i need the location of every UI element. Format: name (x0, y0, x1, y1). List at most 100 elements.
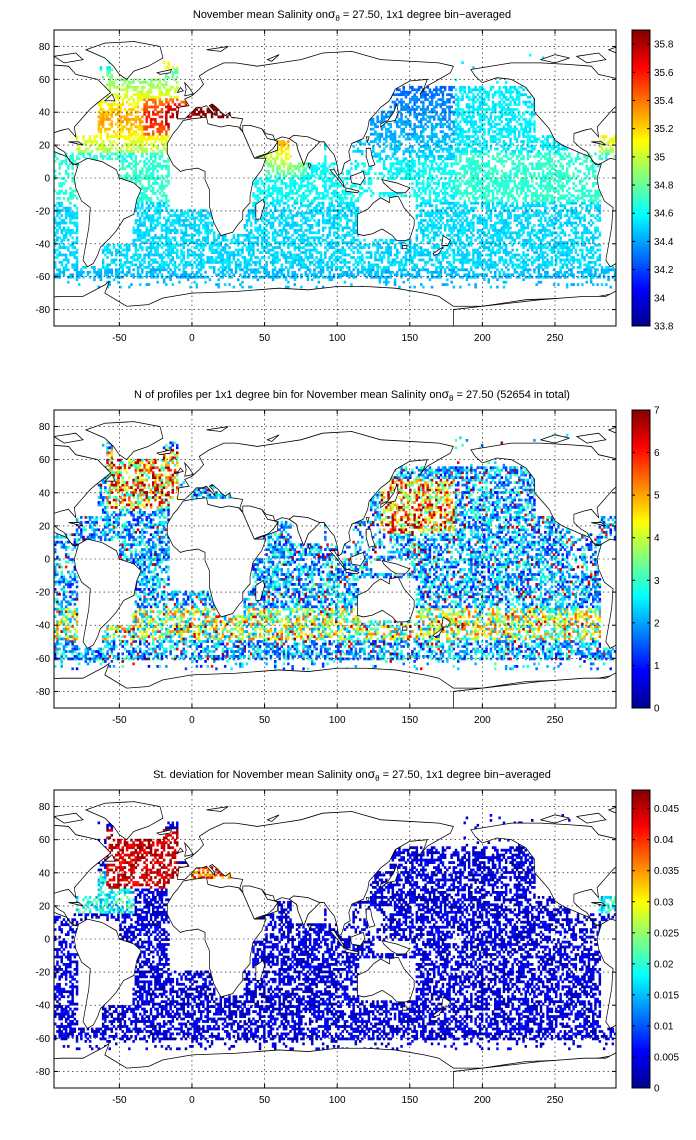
data-cell (380, 261, 384, 264)
data-cell (417, 194, 421, 198)
data-cell (511, 238, 514, 242)
data-cell (509, 258, 512, 262)
data-cell (491, 233, 495, 237)
data-cell (476, 221, 480, 225)
data-cell (489, 219, 493, 222)
data-cell (382, 256, 386, 259)
data-cell (184, 229, 188, 232)
data-cell (317, 219, 321, 222)
data-cell (60, 219, 63, 222)
data-cell (598, 253, 602, 257)
data-cell (483, 231, 486, 235)
data-cell (491, 172, 495, 175)
data-cell (589, 251, 593, 254)
data-cell (156, 211, 159, 215)
data-cell (139, 192, 142, 195)
data-cell (173, 246, 177, 249)
data-cell (589, 280, 593, 284)
data-cell (280, 192, 283, 195)
data-cell (448, 273, 451, 277)
data-cell (548, 241, 551, 245)
data-cell (478, 179, 482, 183)
data-cell (533, 194, 536, 198)
data-cell (485, 194, 488, 198)
data-cell (210, 221, 214, 225)
data-cell (450, 174, 453, 178)
data-cell (498, 184, 501, 188)
data-cell (507, 251, 510, 254)
data-cell (250, 236, 253, 240)
data-cell (332, 241, 336, 245)
data-cell (335, 189, 338, 193)
data-cell (596, 283, 599, 286)
data-cell (165, 226, 168, 230)
data-cell (550, 263, 554, 267)
data-cell (208, 214, 212, 217)
data-cell (391, 241, 395, 245)
data-cell (326, 209, 329, 212)
data-cell (304, 229, 307, 232)
data-cell (524, 184, 527, 188)
data-cell (435, 270, 438, 274)
data-cell (171, 236, 175, 240)
data-cell (317, 275, 321, 279)
data-cell (485, 177, 488, 180)
data-cell (572, 172, 575, 175)
data-cell (526, 226, 530, 230)
data-cell (428, 189, 432, 193)
data-cell (598, 256, 602, 259)
data-cell (178, 243, 181, 247)
data-cell (167, 275, 170, 279)
data-cell (282, 256, 286, 259)
data-cell (69, 209, 72, 212)
data-cell (260, 266, 264, 269)
data-cell (182, 243, 185, 247)
data-cell (180, 238, 183, 242)
data-cell (62, 243, 66, 247)
data-cell (474, 263, 477, 267)
data-cell (263, 238, 266, 242)
data-cell (193, 226, 196, 230)
data-cell (568, 177, 571, 180)
data-cell (378, 172, 382, 175)
data-cell (287, 243, 290, 247)
data-cell (93, 266, 96, 269)
data-cell (555, 219, 558, 222)
data-cell (494, 182, 497, 185)
data-cell (139, 196, 142, 200)
data-cell (64, 266, 68, 269)
data-cell (568, 199, 571, 203)
data-cell (570, 201, 573, 205)
data-cell (474, 189, 477, 193)
data-cell (280, 189, 283, 193)
data-cell (494, 206, 497, 210)
data-cell (422, 209, 425, 212)
data-cell (282, 273, 286, 277)
data-cell (537, 231, 541, 235)
data-cell (524, 219, 527, 222)
data-cell (391, 172, 395, 175)
data-cell (400, 246, 403, 249)
data-cell (465, 229, 469, 232)
data-cell (143, 231, 146, 235)
data-cell (147, 206, 151, 210)
data-cell (441, 182, 445, 185)
data-cell (533, 224, 536, 227)
data-cell (267, 275, 270, 279)
data-cell (64, 256, 68, 259)
data-cell (158, 216, 162, 220)
data-cell (276, 196, 279, 200)
data-cell (563, 194, 567, 198)
data-cell (271, 248, 275, 252)
data-cell (64, 189, 68, 193)
data-cell (396, 261, 399, 264)
data-cell (335, 194, 338, 198)
data-cell (413, 246, 416, 249)
data-cell (496, 221, 499, 225)
data-cell (422, 219, 425, 222)
data-cell (128, 270, 131, 274)
data-cell (184, 224, 188, 227)
data-cell (289, 241, 292, 245)
data-cell (173, 263, 177, 267)
data-cell (359, 241, 362, 245)
